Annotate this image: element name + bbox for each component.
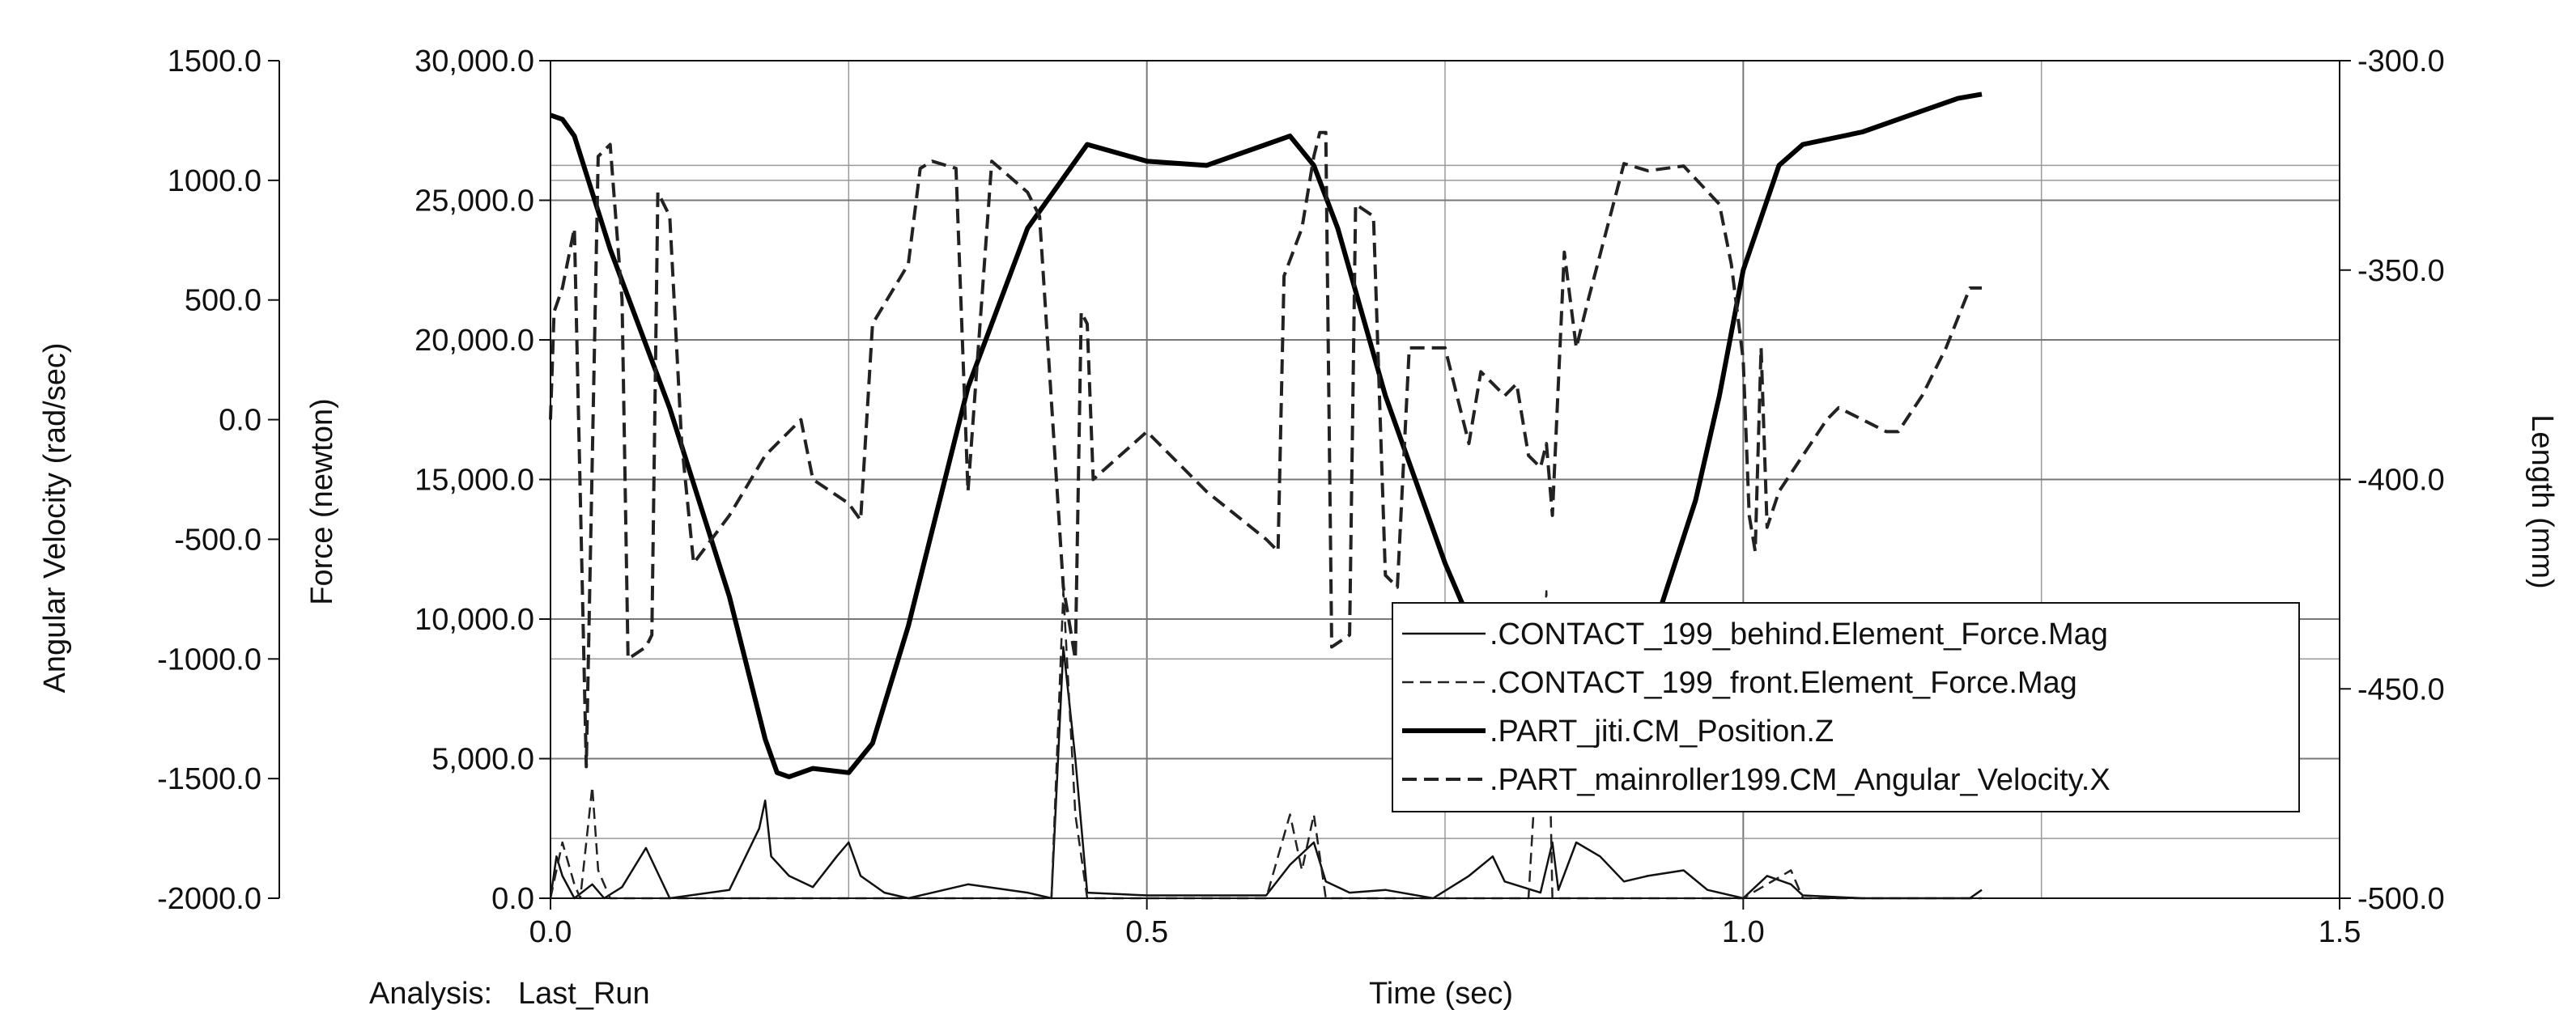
legend: .CONTACT_199_behind.Element_Force.Mag .CO… — [1392, 602, 2300, 812]
angular-tick-label: -1500.0 — [157, 762, 261, 796]
ticks-layer: 0.0 0.5 1.0 1.5 0.0 5,000.0 10,000.0 15,000.0 20… — [157, 45, 2445, 949]
force-tick-label: 0.0 — [491, 882, 534, 916]
force-tick-label: 15,000.0 — [414, 464, 534, 498]
series-layer — [549, 91, 1983, 900]
force-tick-label: 30,000.0 — [414, 45, 534, 78]
legend-label: .CONTACT_199_front.Element_Force.Mag — [1490, 666, 2077, 700]
angular-tick-label: 500.0 — [185, 284, 261, 318]
x-tick-label: 1.0 — [1722, 915, 1765, 949]
series-line-2 — [549, 590, 1982, 900]
x-tick-label: 0.0 — [529, 915, 572, 949]
angular-tick-label: 1500.0 — [168, 45, 261, 78]
force-tick-label: 10,000.0 — [414, 603, 534, 637]
force-axis-title: Force (newton) — [305, 398, 339, 605]
x-axis-title: Time (sec) — [1369, 977, 1513, 1011]
x-tick-label: 0.5 — [1125, 915, 1168, 949]
series-line-1 — [549, 646, 1983, 900]
length-tick-label: -350.0 — [2357, 254, 2445, 288]
length-tick-label: -500.0 — [2357, 882, 2445, 916]
legend-label: .CONTACT_199_behind.Element_Force.Mag — [1490, 617, 2108, 651]
angular-axis-title: Angular Velocity (rad/sec) — [38, 343, 72, 694]
footer-analysis-label: Analysis: — [369, 977, 492, 1011]
legend-label: .PART_jiti.CM_Position.Z — [1490, 715, 1834, 749]
legend-box — [1392, 602, 2300, 812]
angular-tick-label: 1000.0 — [168, 164, 261, 198]
angular-tick-label: -500.0 — [174, 523, 261, 557]
force-tick-label: 25,000.0 — [414, 185, 534, 218]
x-tick-label: 1.5 — [2319, 915, 2361, 949]
angular-tick-label: -2000.0 — [157, 882, 261, 916]
series-line-3 — [550, 91, 1983, 779]
angular-tick-label: 0.0 — [219, 404, 261, 438]
legend-label: .PART_mainroller199.CM_Angular_Velocity.… — [1490, 763, 2111, 797]
length-tick-label: -300.0 — [2357, 45, 2445, 78]
series-line-4 — [549, 130, 1982, 769]
length-tick-label: -450.0 — [2357, 672, 2445, 706]
length-tick-label: -400.0 — [2357, 464, 2445, 498]
length-axis-title: Length (mm) — [2525, 414, 2559, 588]
footer-analysis-value: Last_Run — [518, 977, 650, 1011]
force-tick-label: 20,000.0 — [414, 324, 534, 358]
angular-tick-label: -1000.0 — [157, 643, 261, 677]
force-tick-label: 5,000.0 — [431, 743, 534, 777]
